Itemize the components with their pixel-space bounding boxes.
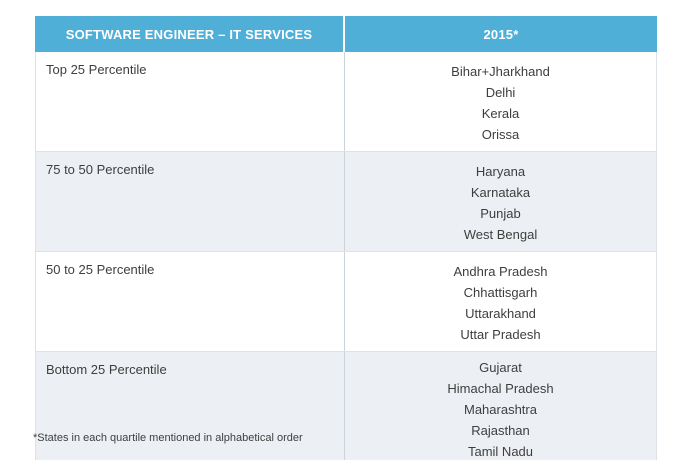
- row-label: Bottom 25 Percentile: [36, 352, 345, 460]
- state-item: Tamil Nadu: [467, 444, 534, 459]
- table-body: Top 25 Percentile Bihar+Jharkhand Delhi …: [35, 52, 657, 460]
- column-header-year: 2015*: [483, 26, 519, 42]
- state-item: Chhattisgarh: [463, 285, 538, 300]
- percentile-table: SOFTWARE ENGINEER – IT SERVICES 2015* To…: [35, 16, 657, 460]
- table-row-bottom-25-percentile: Bottom 25 Percentile Gujarat Himachal Pr…: [36, 351, 656, 460]
- state-item: Andhra Pradesh: [453, 264, 548, 279]
- column-header-job-category: SOFTWARE ENGINEER – IT SERVICES: [35, 16, 345, 52]
- row-label: 50 to 25 Percentile: [36, 252, 345, 351]
- state-item: Uttar Pradesh: [460, 327, 541, 342]
- row-label: Top 25 Percentile: [36, 52, 345, 151]
- states-cell: Andhra Pradesh Chhattisgarh Uttarakhand …: [345, 252, 656, 351]
- state-item: Uttarakhand: [465, 306, 536, 321]
- state-item: Haryana: [475, 164, 526, 179]
- footnote: *States in each quartile mentioned in al…: [33, 432, 303, 444]
- state-item: Himachal Pradesh: [447, 381, 554, 396]
- table-row-75-to-50-percentile: 75 to 50 Percentile Haryana Karnataka Pu…: [36, 151, 656, 251]
- state-item: Gujarat: [479, 360, 522, 375]
- states-cell: Bihar+Jharkhand Delhi Kerala Orissa: [345, 52, 656, 151]
- state-item: Orissa: [481, 127, 520, 142]
- state-item: Kerala: [481, 106, 520, 121]
- state-item: Karnataka: [470, 185, 531, 200]
- state-item: Maharashtra: [464, 402, 537, 417]
- state-item: Delhi: [485, 85, 516, 100]
- states-cell: Haryana Karnataka Punjab West Bengal: [345, 152, 656, 251]
- state-item: Bihar+Jharkhand: [451, 64, 550, 79]
- state-item: West Bengal: [463, 227, 538, 242]
- table-header-row: SOFTWARE ENGINEER – IT SERVICES 2015*: [35, 16, 657, 52]
- state-item: Punjab: [480, 206, 521, 221]
- table-row-top-25-percentile: Top 25 Percentile Bihar+Jharkhand Delhi …: [36, 52, 656, 151]
- state-item: Rajasthan: [471, 423, 530, 438]
- table-row-50-to-25-percentile: 50 to 25 Percentile Andhra Pradesh Chhat…: [36, 251, 656, 351]
- states-cell: Gujarat Himachal Pradesh Maharashtra Raj…: [345, 352, 656, 460]
- row-label: 75 to 50 Percentile: [36, 152, 345, 251]
